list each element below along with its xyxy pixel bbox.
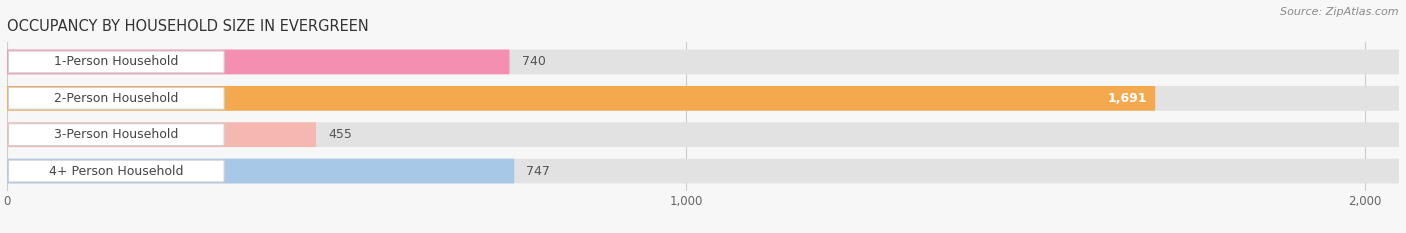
Text: 2-Person Household: 2-Person Household <box>53 92 179 105</box>
FancyBboxPatch shape <box>7 50 1399 74</box>
Text: Source: ZipAtlas.com: Source: ZipAtlas.com <box>1281 7 1399 17</box>
Text: 3-Person Household: 3-Person Household <box>53 128 179 141</box>
FancyBboxPatch shape <box>7 122 316 147</box>
FancyBboxPatch shape <box>7 122 1399 147</box>
FancyBboxPatch shape <box>8 87 224 109</box>
FancyBboxPatch shape <box>7 50 509 74</box>
FancyBboxPatch shape <box>8 51 224 73</box>
Text: 740: 740 <box>522 55 546 69</box>
Text: OCCUPANCY BY HOUSEHOLD SIZE IN EVERGREEN: OCCUPANCY BY HOUSEHOLD SIZE IN EVERGREEN <box>7 19 368 34</box>
Text: 747: 747 <box>526 164 550 178</box>
Text: 4+ Person Household: 4+ Person Household <box>49 164 184 178</box>
FancyBboxPatch shape <box>7 86 1399 111</box>
Text: 1-Person Household: 1-Person Household <box>53 55 179 69</box>
Text: 455: 455 <box>328 128 352 141</box>
Text: 1,691: 1,691 <box>1108 92 1147 105</box>
FancyBboxPatch shape <box>7 159 1399 183</box>
FancyBboxPatch shape <box>8 124 224 146</box>
FancyBboxPatch shape <box>8 160 224 182</box>
FancyBboxPatch shape <box>7 159 515 183</box>
FancyBboxPatch shape <box>7 86 1156 111</box>
